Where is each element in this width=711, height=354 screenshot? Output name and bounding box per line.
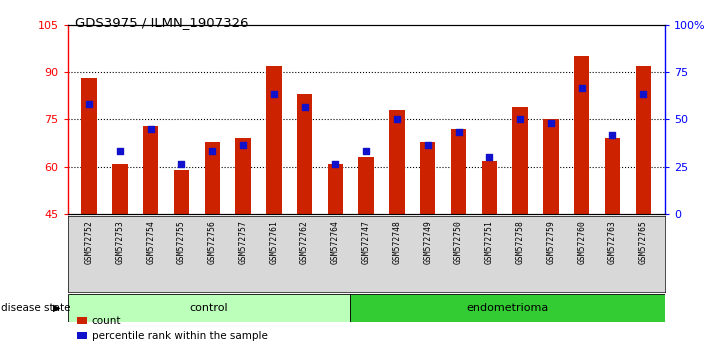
- Bar: [328, 164, 343, 214]
- Bar: [574, 56, 589, 214]
- Bar: [358, 157, 374, 214]
- Point: [514, 117, 525, 122]
- Bar: [112, 164, 127, 214]
- Text: GSM572759: GSM572759: [546, 220, 555, 264]
- Text: GDS3975 / ILMN_1907326: GDS3975 / ILMN_1907326: [75, 16, 248, 29]
- Text: disease state: disease state: [1, 303, 71, 313]
- Text: GSM572748: GSM572748: [392, 220, 402, 264]
- Point: [422, 142, 434, 148]
- Point: [207, 148, 218, 154]
- Point: [237, 142, 249, 148]
- Point: [606, 132, 618, 138]
- Text: GSM572761: GSM572761: [269, 220, 278, 264]
- Point: [545, 120, 557, 125]
- Text: GSM572757: GSM572757: [238, 220, 247, 264]
- Bar: [143, 126, 159, 214]
- Bar: [205, 142, 220, 214]
- Bar: [389, 110, 405, 214]
- Point: [114, 148, 126, 154]
- Bar: [351, 294, 665, 322]
- Point: [483, 154, 495, 160]
- Point: [299, 104, 310, 110]
- Text: GSM572755: GSM572755: [177, 220, 186, 264]
- Bar: [513, 107, 528, 214]
- Text: GSM572760: GSM572760: [577, 220, 586, 264]
- Bar: [297, 94, 312, 214]
- Point: [176, 161, 187, 166]
- Point: [83, 101, 95, 107]
- Text: GSM572765: GSM572765: [638, 220, 648, 264]
- Text: GSM572752: GSM572752: [85, 220, 94, 264]
- Point: [638, 91, 649, 97]
- Point: [391, 117, 402, 122]
- Text: GSM572747: GSM572747: [362, 220, 370, 264]
- Text: ▶: ▶: [53, 303, 60, 313]
- Bar: [235, 138, 251, 214]
- Text: endometrioma: endometrioma: [466, 303, 549, 313]
- Point: [453, 129, 464, 135]
- Text: GSM572749: GSM572749: [423, 220, 432, 264]
- Bar: [481, 160, 497, 214]
- Text: GSM572764: GSM572764: [331, 220, 340, 264]
- Point: [145, 126, 156, 132]
- Bar: [173, 170, 189, 214]
- Bar: [451, 129, 466, 214]
- Bar: [68, 294, 351, 322]
- Point: [330, 161, 341, 166]
- Bar: [81, 79, 97, 214]
- Bar: [266, 66, 282, 214]
- Text: GSM572763: GSM572763: [608, 220, 617, 264]
- Text: GSM572756: GSM572756: [208, 220, 217, 264]
- Bar: [605, 138, 620, 214]
- Text: GSM572751: GSM572751: [485, 220, 494, 264]
- Text: GSM572754: GSM572754: [146, 220, 155, 264]
- Bar: [543, 119, 559, 214]
- Text: GSM572758: GSM572758: [515, 220, 525, 264]
- Text: GSM572762: GSM572762: [300, 220, 309, 264]
- Point: [268, 91, 279, 97]
- Text: GSM572750: GSM572750: [454, 220, 463, 264]
- Bar: [420, 142, 435, 214]
- Bar: [636, 66, 651, 214]
- Text: control: control: [190, 303, 228, 313]
- Point: [576, 85, 587, 91]
- Point: [360, 148, 372, 154]
- Text: GSM572753: GSM572753: [115, 220, 124, 264]
- Legend: count, percentile rank within the sample: count, percentile rank within the sample: [73, 312, 272, 345]
